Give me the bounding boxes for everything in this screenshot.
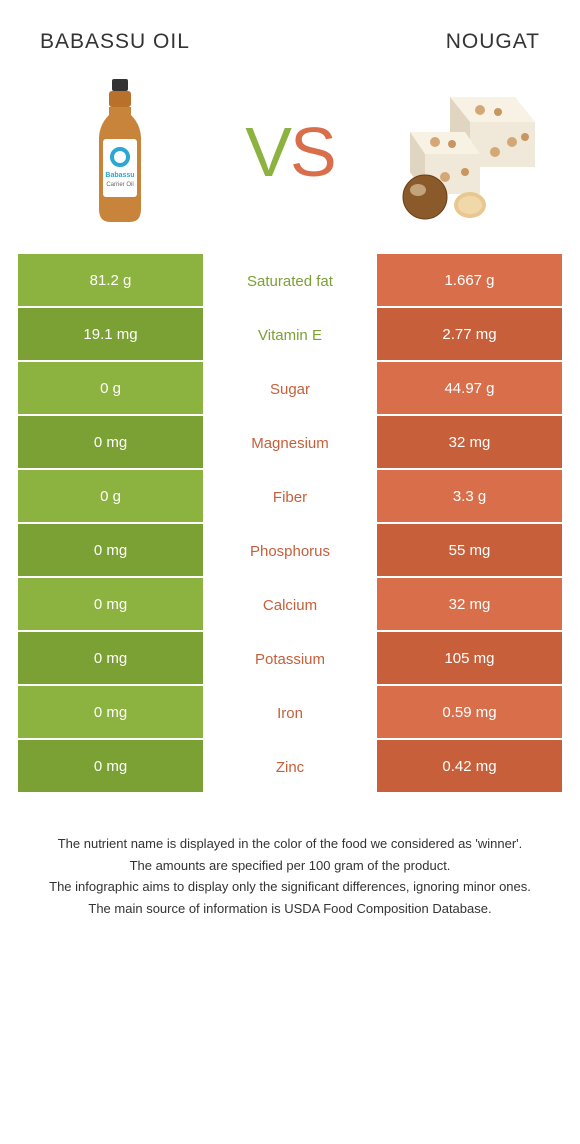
table-row: 0 mgCalcium32 mg	[18, 578, 562, 632]
right-value: 55 mg	[377, 524, 562, 578]
nutrient-label: Zinc	[203, 740, 377, 794]
right-image	[370, 72, 550, 232]
left-value: 0 mg	[18, 416, 203, 470]
right-value: 105 mg	[377, 632, 562, 686]
table-row: 81.2 gSaturated fat1.667 g	[18, 254, 562, 308]
vs-label: VS	[245, 112, 334, 192]
left-value: 81.2 g	[18, 254, 203, 308]
right-value: 0.42 mg	[377, 740, 562, 794]
nutrient-label: Phosphorus	[203, 524, 377, 578]
images-row: Babassu Carrier Oil VS	[0, 64, 580, 249]
nutrient-label: Magnesium	[203, 416, 377, 470]
nougat-icon	[380, 82, 540, 222]
nutrient-label: Calcium	[203, 578, 377, 632]
left-value: 0 mg	[18, 524, 203, 578]
table-row: 0 mgZinc0.42 mg	[18, 740, 562, 794]
left-value: 0 g	[18, 470, 203, 524]
left-value: 0 g	[18, 362, 203, 416]
right-value: 44.97 g	[377, 362, 562, 416]
nutrient-label: Fiber	[203, 470, 377, 524]
vs-v: V	[245, 113, 290, 191]
table-row: 0 mgMagnesium32 mg	[18, 416, 562, 470]
header: Babassu oil Nougat	[0, 0, 580, 64]
comparison-table: 81.2 gSaturated fat1.667 g19.1 mgVitamin…	[0, 249, 580, 794]
table-row: 0 mgPotassium105 mg	[18, 632, 562, 686]
nutrient-label: Vitamin E	[203, 308, 377, 362]
footer-line: The infographic aims to display only the…	[30, 877, 550, 897]
table-row: 0 mgPhosphorus55 mg	[18, 524, 562, 578]
right-value: 0.59 mg	[377, 686, 562, 740]
table-row: 0 gSugar44.97 g	[18, 362, 562, 416]
footer-notes: The nutrient name is displayed in the co…	[0, 794, 580, 940]
left-value: 19.1 mg	[18, 308, 203, 362]
right-value: 1.667 g	[377, 254, 562, 308]
table-row: 19.1 mgVitamin E2.77 mg	[18, 308, 562, 362]
left-title: Babassu oil	[40, 30, 190, 54]
nutrient-label: Potassium	[203, 632, 377, 686]
right-value: 3.3 g	[377, 470, 562, 524]
left-value: 0 mg	[18, 578, 203, 632]
right-value: 32 mg	[377, 416, 562, 470]
table-row: 0 gFiber3.3 g	[18, 470, 562, 524]
vs-s: S	[290, 113, 335, 191]
left-image: Babassu Carrier Oil	[30, 72, 210, 232]
table-row: 0 mgIron0.59 mg	[18, 686, 562, 740]
nutrient-label: Sugar	[203, 362, 377, 416]
right-value: 2.77 mg	[377, 308, 562, 362]
right-title: Nougat	[446, 30, 540, 54]
bottle-icon: Babassu Carrier Oil	[85, 77, 155, 227]
nutrient-label: Saturated fat	[203, 254, 377, 308]
svg-text:Carrier Oil: Carrier Oil	[106, 182, 133, 188]
footer-line: The nutrient name is displayed in the co…	[30, 834, 550, 854]
right-value: 32 mg	[377, 578, 562, 632]
left-value: 0 mg	[18, 632, 203, 686]
footer-line: The amounts are specified per 100 gram o…	[30, 856, 550, 876]
svg-text:Babassu: Babassu	[105, 172, 134, 179]
footer-line: The main source of information is USDA F…	[30, 899, 550, 919]
left-value: 0 mg	[18, 740, 203, 794]
nutrient-label: Iron	[203, 686, 377, 740]
left-value: 0 mg	[18, 686, 203, 740]
